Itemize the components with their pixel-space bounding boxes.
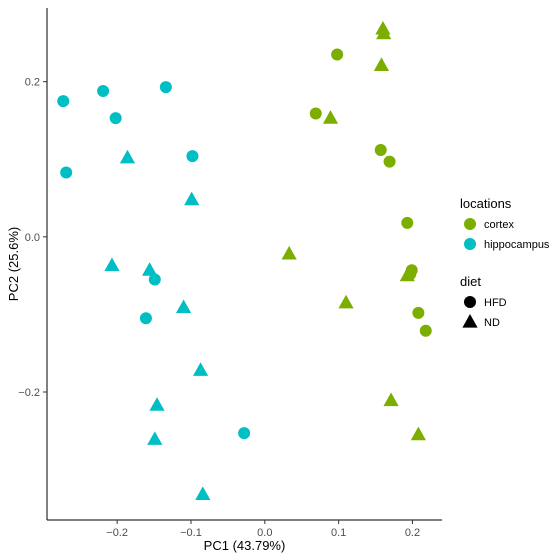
data-point-cortex-hfd <box>383 155 396 168</box>
data-point-cortex-hfd <box>374 143 387 156</box>
points-layer <box>57 20 432 500</box>
data-point-cortex-nd <box>322 110 339 124</box>
data-point-cortex-nd <box>410 426 426 441</box>
data-point-hippocampus-hfd <box>159 81 172 94</box>
data-point-cortex-nd <box>338 294 354 309</box>
data-point-cortex-hfd <box>331 48 344 61</box>
data-point-hippocampus-nd <box>104 257 120 272</box>
data-point-hippocampus-hfd <box>148 273 161 286</box>
x-tick-label: 0.0 <box>257 527 272 539</box>
data-point-cortex-hfd <box>309 107 322 120</box>
y-axis-title: PC2 (25.6%) <box>6 227 21 301</box>
x-axis-ticks: −0.2 −0.1 0.0 0.1 0.2 <box>106 520 420 539</box>
legend-locations-entries: cortex hippocampus <box>464 218 550 251</box>
data-point-hippocampus-nd <box>184 191 200 206</box>
legend-nd-label: ND <box>484 317 500 329</box>
y-tick-label: 0.2 <box>25 77 40 89</box>
data-point-hippocampus-nd <box>192 362 209 376</box>
data-point-cortex-nd <box>383 392 399 407</box>
data-point-cortex-nd <box>399 267 415 282</box>
data-point-hippocampus-hfd <box>139 312 152 325</box>
legend-hfd-label: HFD <box>484 297 507 309</box>
data-point-hippocampus-hfd <box>186 150 199 163</box>
legend-diet-title: diet <box>460 274 481 289</box>
legend-hippocampus-swatch <box>464 238 476 250</box>
legend-hfd-swatch <box>464 296 476 308</box>
data-point-cortex-hfd <box>401 216 414 229</box>
x-tick-label: −0.2 <box>106 527 128 539</box>
data-point-cortex-nd <box>281 245 297 260</box>
data-point-hippocampus-nd <box>142 262 158 276</box>
x-tick-label: 0.1 <box>331 527 346 539</box>
legend-diet: diet HFD ND <box>460 274 507 329</box>
x-tick-label: −0.1 <box>180 527 202 539</box>
legend-locations-title: locations <box>460 196 512 211</box>
legend-locations: locations cortex hippocampus <box>460 196 550 251</box>
y-tick-label: −0.2 <box>18 387 40 399</box>
legend-hippocampus-label: hippocampus <box>484 239 550 251</box>
y-tick-label: 0.0 <box>25 232 40 244</box>
data-point-cortex-nd <box>373 57 390 72</box>
data-point-cortex-nd <box>376 25 392 40</box>
data-point-hippocampus-hfd <box>97 85 110 98</box>
data-point-cortex-hfd <box>419 324 432 337</box>
data-point-hippocampus-hfd <box>238 427 251 440</box>
x-tick-label: 0.2 <box>405 527 420 539</box>
legend-diet-entries: HFD ND <box>462 296 507 329</box>
y-axis-ticks: −0.2 0.0 0.2 <box>18 77 47 399</box>
legend-cortex-label: cortex <box>484 219 514 231</box>
legend-cortex-swatch <box>464 218 476 230</box>
data-point-hippocampus-nd <box>149 397 165 411</box>
data-point-hippocampus-nd <box>195 486 211 500</box>
legend-nd-swatch <box>462 314 478 328</box>
data-point-cortex-hfd <box>412 306 425 319</box>
data-point-hippocampus-nd <box>119 149 136 164</box>
data-point-hippocampus-hfd <box>57 95 70 108</box>
data-point-hippocampus-nd <box>175 299 192 314</box>
x-axis-title: PC1 (43.79%) <box>204 538 286 553</box>
data-point-hippocampus-hfd <box>60 166 73 179</box>
data-point-hippocampus-nd <box>147 431 163 445</box>
data-point-hippocampus-hfd <box>109 112 122 125</box>
